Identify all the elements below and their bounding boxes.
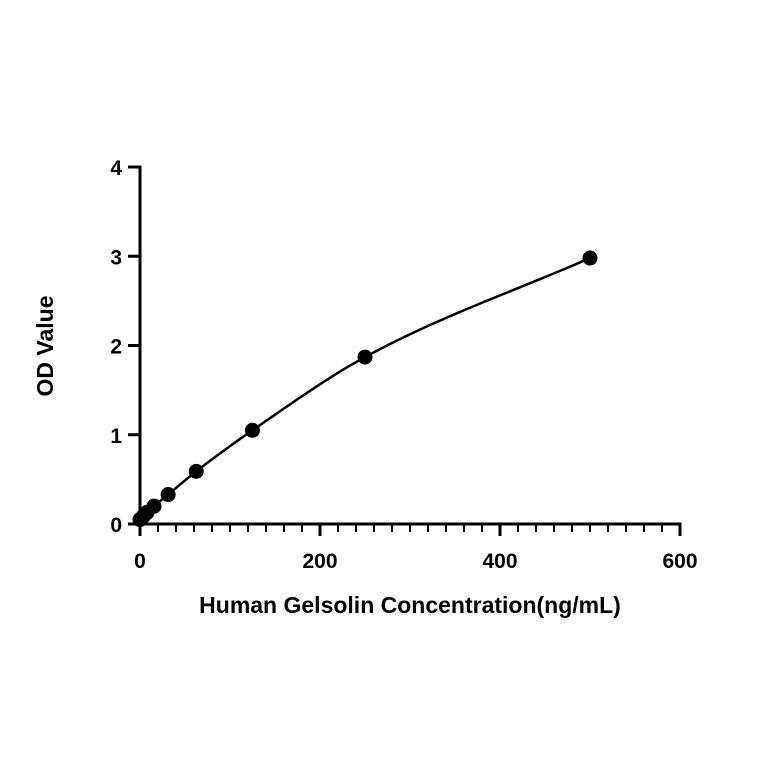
y-tick-label: 4 — [110, 157, 122, 180]
y-tick-label: 3 — [110, 246, 122, 269]
ticks — [128, 165, 682, 536]
y-axis-title: OD Value — [32, 296, 58, 397]
data-point — [357, 349, 373, 365]
data-points — [132, 250, 598, 528]
tick-labels: 0 200 400 600 0 1 2 3 4 — [110, 157, 697, 573]
data-point — [146, 498, 162, 514]
data-point — [160, 487, 176, 503]
y-tick-label: 0 — [110, 514, 122, 537]
fit-curve — [139, 256, 591, 521]
data-point — [582, 250, 598, 266]
x-tick-label: 400 — [482, 550, 517, 573]
y-tick-label: 2 — [110, 336, 122, 359]
axes — [138, 165, 682, 526]
y-tick-label: 1 — [110, 425, 122, 448]
x-tick-label: 200 — [302, 550, 337, 573]
x-tick-label: 0 — [134, 550, 146, 573]
data-point — [245, 422, 260, 438]
x-tick-label: 600 — [662, 550, 697, 573]
data-point — [188, 463, 204, 479]
x-axis-title: Human Gelsolin Concentration(ng/mL) — [199, 592, 621, 618]
